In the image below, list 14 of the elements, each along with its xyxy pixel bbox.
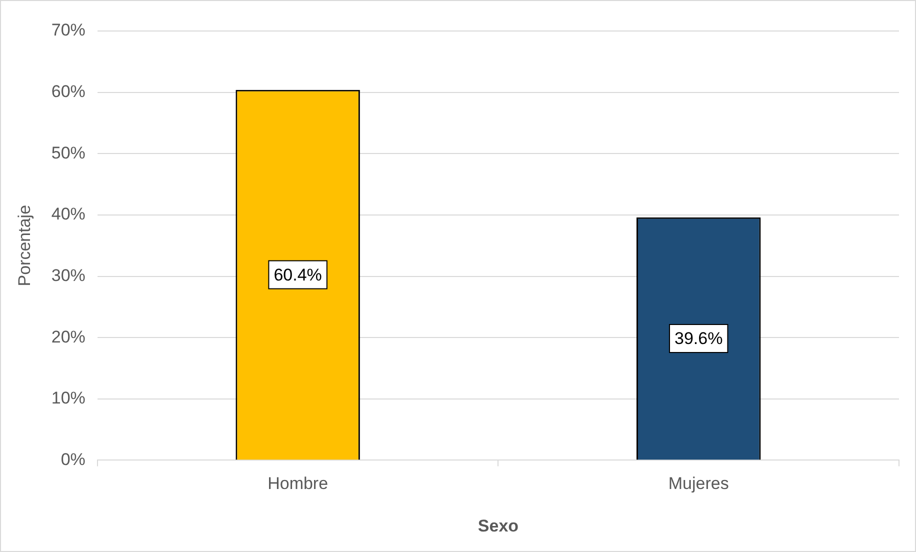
x-tick-label: Hombre bbox=[268, 474, 328, 494]
y-tick-label: 0% bbox=[60, 450, 86, 469]
y-tick-label: 50% bbox=[51, 143, 86, 162]
x-axis-title: Sexo bbox=[478, 516, 519, 536]
y-axis-title: Porcentaje bbox=[14, 204, 34, 286]
y-tick-label: 10% bbox=[51, 388, 86, 408]
y-tick-label: 40% bbox=[51, 204, 86, 224]
y-tick-label: 20% bbox=[51, 327, 86, 346]
data-label: 60.4% bbox=[274, 265, 322, 284]
y-tick-label: 60% bbox=[51, 82, 86, 101]
y-tick-label: 30% bbox=[51, 266, 86, 285]
data-label: 39.6% bbox=[674, 329, 723, 348]
x-tick-label: Mujeres bbox=[668, 474, 729, 494]
y-tick-label: 70% bbox=[51, 20, 86, 40]
